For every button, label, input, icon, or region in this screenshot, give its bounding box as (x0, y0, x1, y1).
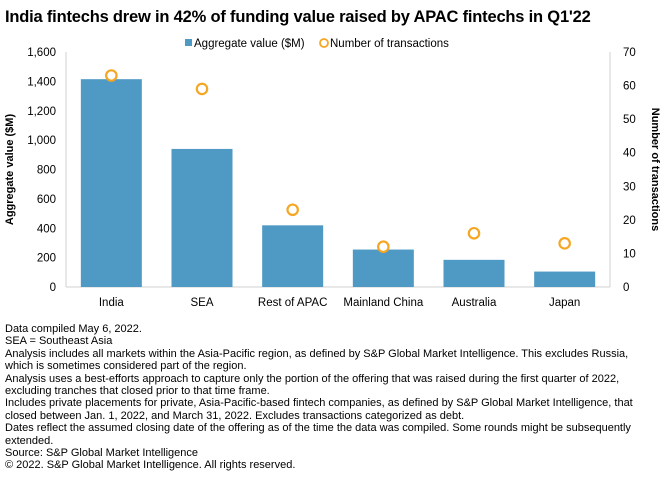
note: Analysis uses a best-efforts approach to… (5, 372, 620, 398)
point-australia (467, 226, 481, 240)
note: Data compiled May 6, 2022. (5, 323, 142, 335)
note: Includes private placements for private,… (5, 397, 633, 422)
bar-india (80, 79, 142, 287)
legend-label-transactions: Number of transactions (330, 38, 449, 50)
y2-axis-title: Number of transactions (649, 108, 660, 231)
y-tick-label: 600 (37, 194, 56, 206)
legend-bar-swatch (185, 39, 192, 46)
y-tick-label: 400 (37, 223, 56, 235)
y-tick-label: 0 (50, 282, 56, 294)
bar-rest-of-apac (262, 225, 324, 287)
y2-tick-label: 10 (623, 248, 636, 260)
y-tick-label: 1,400 (27, 76, 56, 88)
note: Dates reflect the assumed closing date o… (5, 422, 631, 447)
bar-mainland-china (352, 249, 414, 287)
point-rest-of-apac (286, 203, 299, 217)
point-mainland-china (377, 240, 390, 254)
point-sea (195, 82, 209, 96)
y-tick-label: 1,000 (27, 135, 56, 147)
copyright: © 2022. S&P Global Market Intelligence. … (5, 459, 296, 472)
y2-tick-label: 0 (623, 282, 629, 294)
legend-point-swatch (319, 38, 329, 48)
y-axis-title: Aggregate value ($M) (4, 114, 16, 226)
y2-tick-label: 40 (623, 148, 636, 160)
x-tick-label: Japan (549, 297, 580, 309)
y2-tick-label: 70 (623, 47, 636, 59)
x-tick-label: SEA (190, 297, 213, 309)
point-japan (558, 237, 571, 250)
chart: 0 200 400 600 800 1,000 1,200 1,400 1,600 0 10 20 30… (4, 38, 660, 309)
note: SEA = Southeast Asia (5, 335, 113, 348)
x-tick-label: Rest of APAC (258, 297, 327, 309)
x-tick-label: Mainland China (343, 297, 424, 309)
y-tick-label: 800 (37, 165, 56, 177)
notes: Data compiled May 6, 2022. SEA = Southea… (5, 323, 655, 472)
x-tick-label: India (99, 297, 125, 309)
source: Source: S&P Global Market Intelligence (5, 447, 199, 460)
y-tick-label: 1,600 (27, 47, 56, 59)
y-tick-label: 1,200 (27, 106, 56, 118)
y2-tick-label: 60 (623, 81, 636, 93)
bar-sea (171, 148, 233, 287)
legend-label-aggregate: Aggregate value ($M) (194, 38, 305, 50)
y-tick-label: 200 (37, 253, 56, 265)
y2-tick-label: 50 (623, 114, 636, 126)
bar-australia (443, 259, 505, 287)
point-india (105, 69, 118, 82)
note: Analysis includes all markets within the… (5, 347, 629, 373)
y2-tick-label: 20 (623, 215, 636, 227)
bar-japan (534, 271, 596, 287)
x-tick-label: Australia (452, 297, 497, 309)
y2-tick-label: 30 (623, 181, 636, 193)
chart-title: India fintechs drew in 42% of funding va… (5, 8, 591, 26)
